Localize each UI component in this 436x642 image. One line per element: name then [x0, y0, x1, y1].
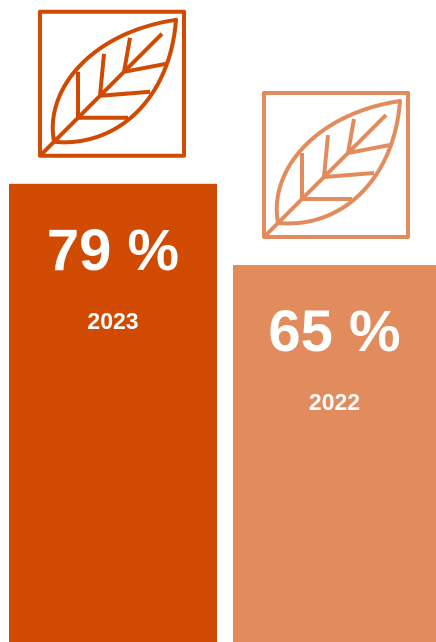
leaf-outline [274, 99, 402, 226]
leaf-vein [98, 53, 106, 96]
leaf-outline [50, 17, 178, 145]
bar [9, 183, 217, 642]
leaf-vein [122, 37, 132, 73]
leaf-vein [346, 118, 356, 154]
leaf-vein [322, 134, 330, 178]
category-label: 2022 [309, 389, 360, 415]
leaf-icon [38, 9, 186, 158]
icon-frame [262, 91, 410, 239]
bar [233, 265, 436, 642]
value-label: 79 % [47, 218, 179, 283]
value-label: 65 % [268, 299, 400, 364]
leaf-vein [99, 89, 151, 98]
leaf-vein [323, 171, 375, 179]
leaf-vein [123, 61, 167, 74]
category-label: 2023 [87, 308, 138, 334]
leaf-vein [347, 143, 391, 155]
leaf-icon [262, 91, 410, 239]
icon-frame [38, 9, 186, 158]
